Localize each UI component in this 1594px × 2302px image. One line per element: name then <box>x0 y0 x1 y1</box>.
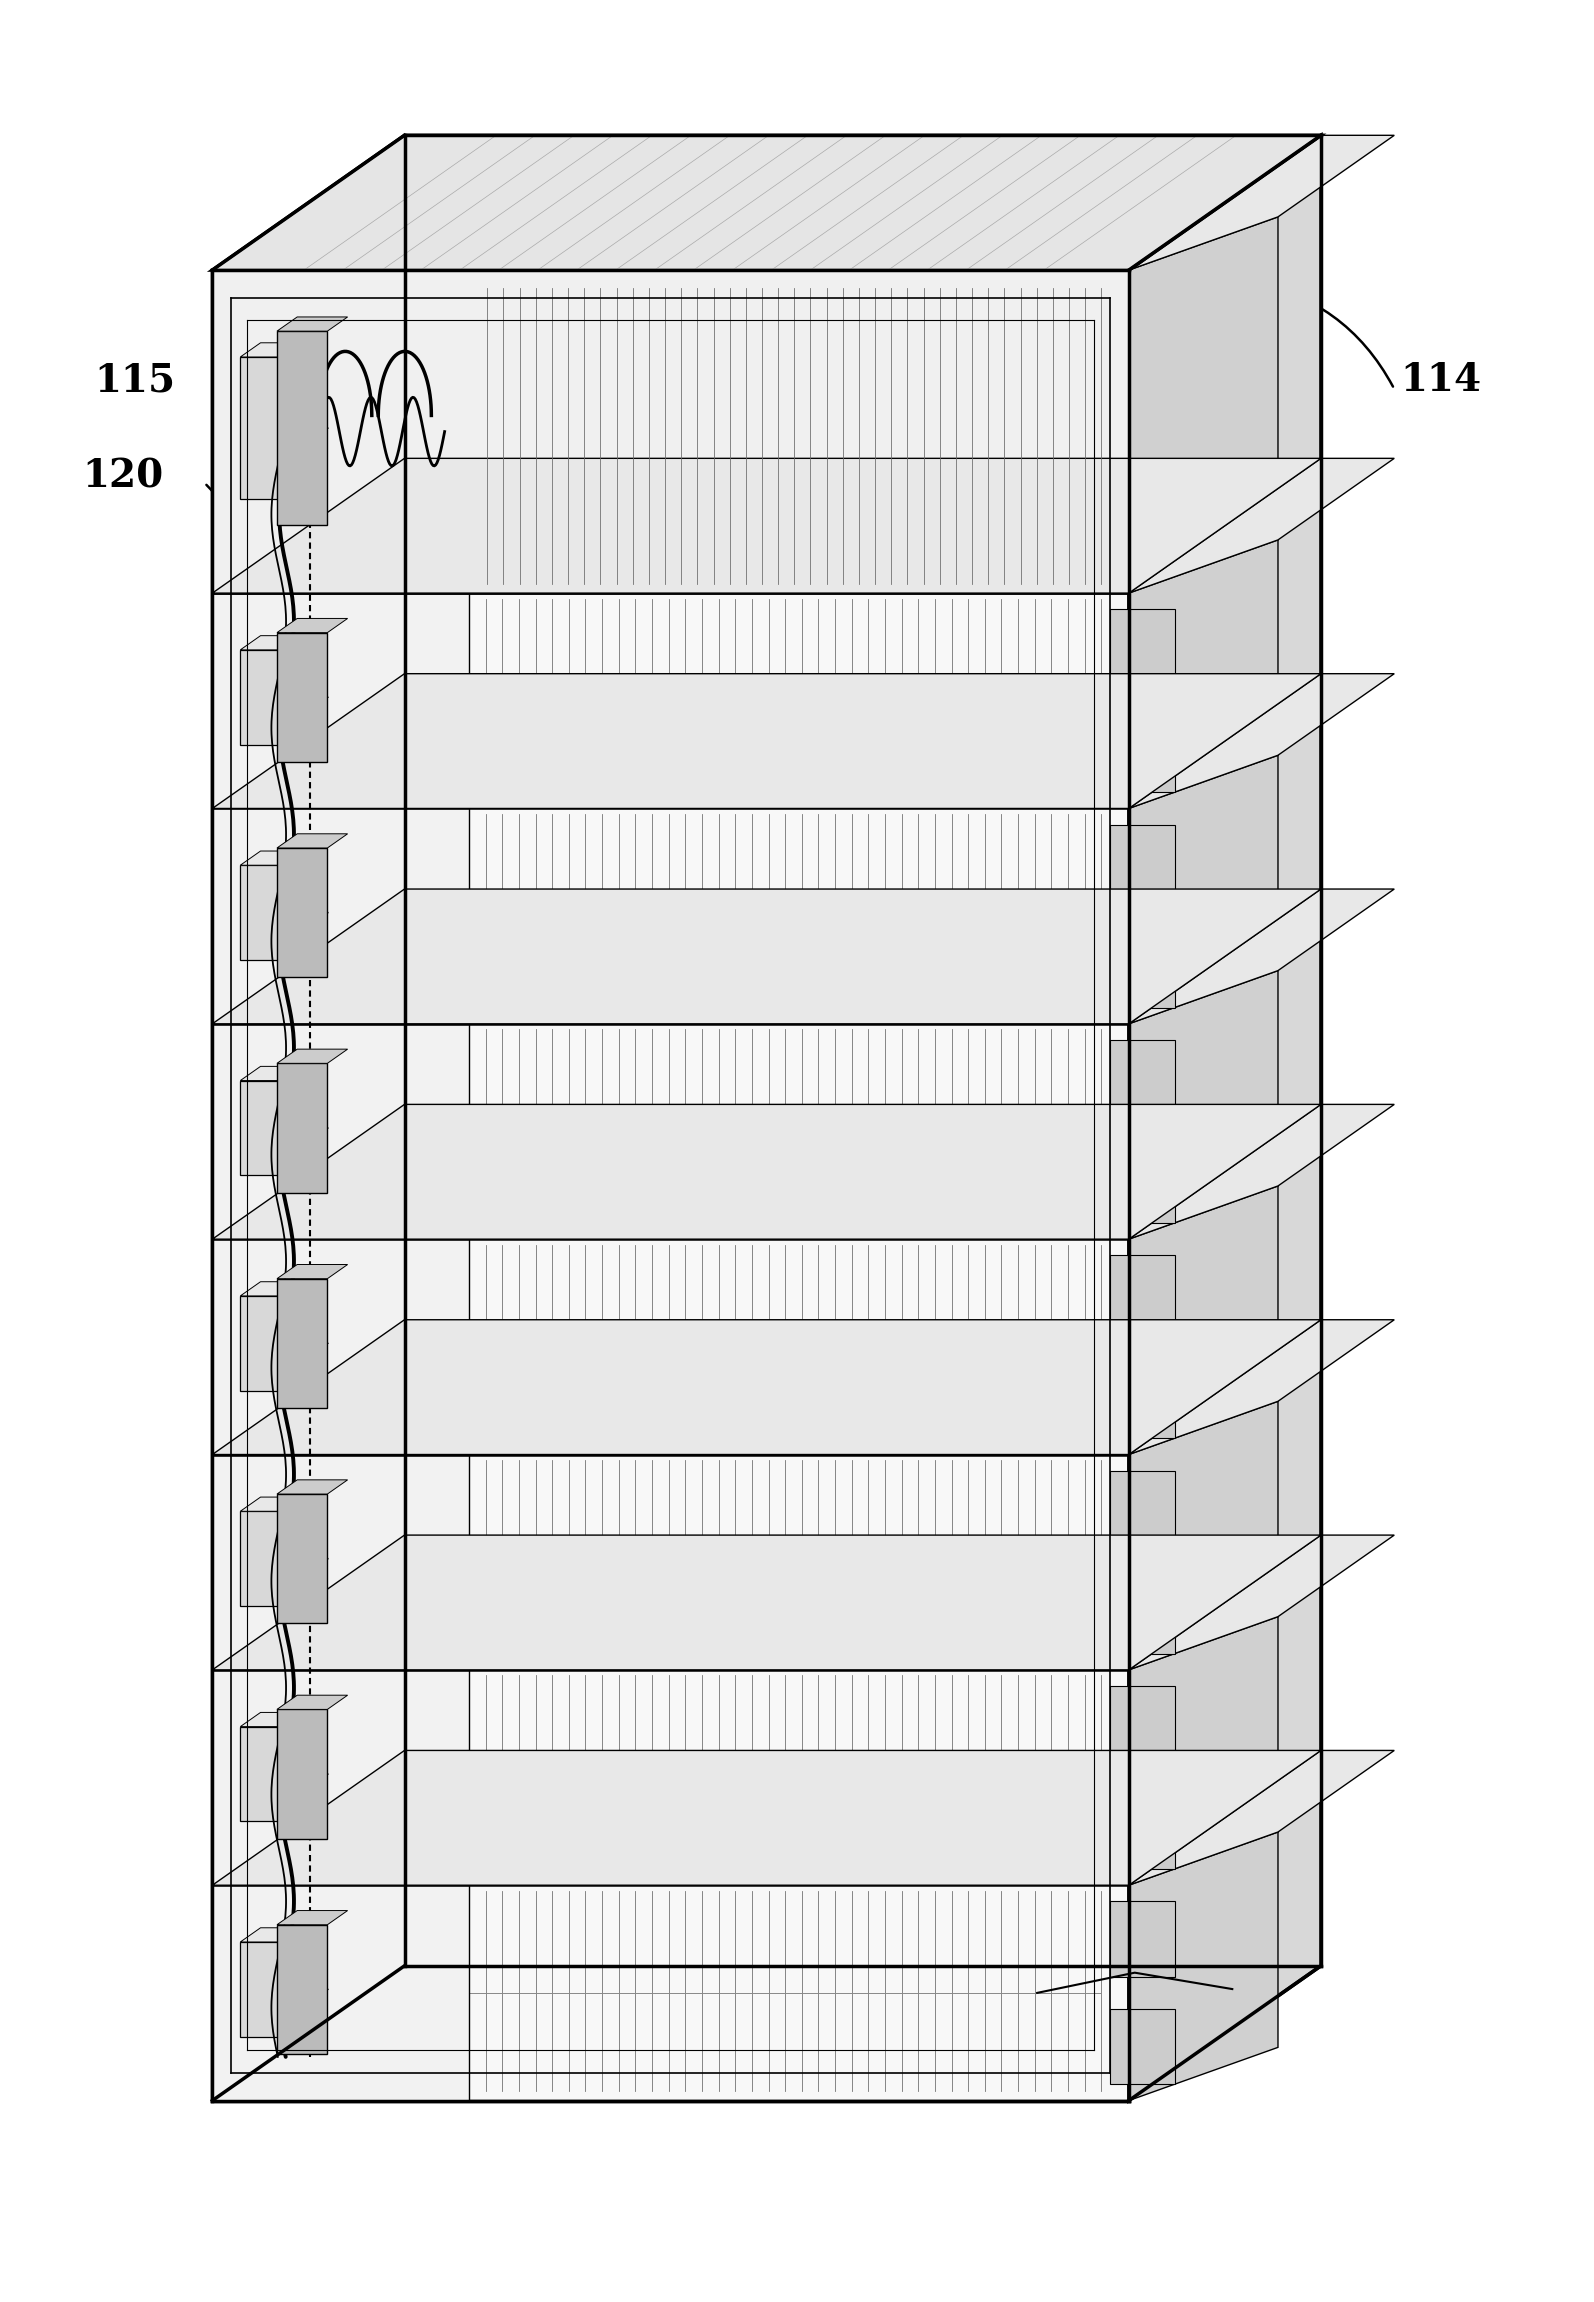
Polygon shape <box>1129 889 1395 1024</box>
Polygon shape <box>241 1282 311 1296</box>
Polygon shape <box>212 1105 1321 1238</box>
Polygon shape <box>212 1238 469 1455</box>
Polygon shape <box>1111 1901 1175 1977</box>
Polygon shape <box>277 331 327 525</box>
Polygon shape <box>1111 610 1175 684</box>
Polygon shape <box>241 635 311 649</box>
Polygon shape <box>241 1713 311 1726</box>
Polygon shape <box>241 1512 290 1607</box>
Polygon shape <box>1129 1535 1395 1669</box>
Polygon shape <box>1129 674 1395 808</box>
Polygon shape <box>405 136 1321 1966</box>
Polygon shape <box>241 1726 290 1821</box>
Text: 120: 120 <box>83 458 164 495</box>
Polygon shape <box>1111 1363 1175 1439</box>
Polygon shape <box>212 1966 1321 2099</box>
Polygon shape <box>277 1924 327 2053</box>
Polygon shape <box>1111 1041 1175 1116</box>
Polygon shape <box>277 1480 347 1494</box>
Polygon shape <box>277 1064 327 1192</box>
Polygon shape <box>277 633 327 762</box>
Polygon shape <box>1111 1793 1175 1869</box>
Polygon shape <box>277 833 347 847</box>
Polygon shape <box>1129 136 1395 269</box>
Polygon shape <box>1129 1402 1278 1669</box>
Polygon shape <box>212 136 1321 269</box>
Polygon shape <box>212 1535 1321 1669</box>
Polygon shape <box>1129 971 1278 1238</box>
Text: 115: 115 <box>94 361 175 398</box>
Polygon shape <box>277 1694 347 1710</box>
Polygon shape <box>277 1911 347 1924</box>
Polygon shape <box>212 1885 469 2099</box>
Polygon shape <box>277 619 347 633</box>
Polygon shape <box>277 1494 327 1623</box>
Polygon shape <box>212 889 1321 1024</box>
Polygon shape <box>241 649 290 744</box>
Polygon shape <box>1111 1685 1175 1761</box>
Polygon shape <box>241 1496 311 1512</box>
Polygon shape <box>1111 1149 1175 1222</box>
Text: 114: 114 <box>1401 361 1482 398</box>
Polygon shape <box>1111 716 1175 792</box>
Polygon shape <box>212 1024 469 1238</box>
Polygon shape <box>241 1927 311 1943</box>
Polygon shape <box>212 808 469 1024</box>
Polygon shape <box>277 1710 327 1839</box>
Polygon shape <box>241 866 290 960</box>
Polygon shape <box>1129 1186 1278 1455</box>
Polygon shape <box>241 343 311 357</box>
Polygon shape <box>212 1319 1321 1455</box>
Polygon shape <box>241 1943 290 2037</box>
Polygon shape <box>1111 932 1175 1008</box>
Polygon shape <box>212 1455 469 1669</box>
Polygon shape <box>1129 755 1278 1024</box>
Polygon shape <box>241 1296 290 1390</box>
Polygon shape <box>1111 1579 1175 1653</box>
Polygon shape <box>1111 1255 1175 1331</box>
Polygon shape <box>1129 541 1278 808</box>
Polygon shape <box>1129 1832 1278 2099</box>
Polygon shape <box>241 357 290 500</box>
Polygon shape <box>1111 824 1175 900</box>
Polygon shape <box>212 594 469 808</box>
Polygon shape <box>212 674 1321 808</box>
Polygon shape <box>1129 216 1278 594</box>
Polygon shape <box>1129 458 1395 594</box>
Polygon shape <box>1129 1319 1395 1455</box>
Polygon shape <box>241 1066 311 1080</box>
Polygon shape <box>1129 1616 1278 1885</box>
Polygon shape <box>1129 1750 1395 1885</box>
Polygon shape <box>277 847 327 976</box>
Polygon shape <box>212 136 1321 269</box>
Polygon shape <box>277 318 347 331</box>
Polygon shape <box>212 269 1129 594</box>
Polygon shape <box>212 1669 469 1885</box>
Polygon shape <box>212 269 1129 2099</box>
Polygon shape <box>1129 136 1321 2099</box>
Polygon shape <box>277 1264 347 1278</box>
Polygon shape <box>241 1080 290 1176</box>
Polygon shape <box>277 1050 347 1064</box>
Polygon shape <box>1129 1105 1395 1238</box>
Polygon shape <box>1111 1471 1175 1547</box>
Polygon shape <box>212 458 1321 594</box>
Polygon shape <box>241 852 311 866</box>
Polygon shape <box>1111 2010 1175 2083</box>
Polygon shape <box>212 1750 1321 1885</box>
Polygon shape <box>277 1278 327 1409</box>
